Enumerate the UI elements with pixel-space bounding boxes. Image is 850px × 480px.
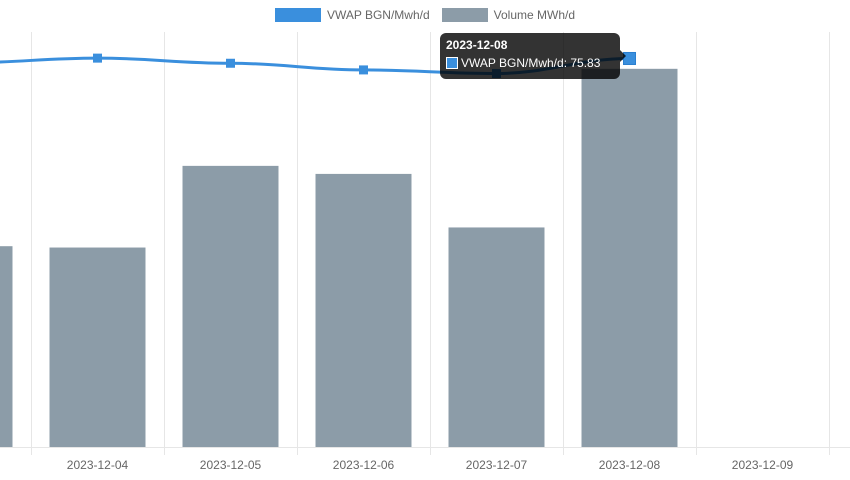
tooltip-title: 2023-12-08 [446, 38, 508, 52]
legend-swatch-vwap [274, 8, 321, 22]
x-tick-label: 2023-12-06 [333, 458, 395, 472]
chart-legend: VWAP BGN/Mwh/d Volume MWh/d [0, 8, 850, 22]
vwap-point-2023-12-04[interactable] [93, 53, 102, 63]
legend-item-vwap[interactable]: VWAP BGN/Mwh/d [274, 8, 430, 22]
tooltip-arrow [620, 50, 626, 62]
tooltip-label: VWAP BGN/Mwh/d: 75.83 [461, 56, 601, 70]
volume-bar-2023-12-06[interactable] [315, 173, 412, 447]
volume-bar-2023-12-08[interactable] [581, 68, 678, 447]
x-tick-label: 2023-12-04 [67, 458, 129, 472]
tooltip-color-box [446, 57, 458, 69]
legend-label-vwap: VWAP BGN/Mwh/d [326, 8, 430, 22]
volume-bar-2023-12-07[interactable] [448, 227, 545, 447]
vwap-point-2023-12-06[interactable] [359, 65, 368, 75]
chart-tooltip: 2023-12-08 VWAP BGN/Mwh/d: 75.83 [440, 33, 626, 79]
x-tick-label: 2023-12-07 [466, 458, 528, 472]
volume-bar-2023-12-04[interactable] [49, 247, 146, 447]
x-tick-label: 2023-12-09 [732, 458, 794, 472]
vwap-point-2023-12-05[interactable] [226, 58, 235, 68]
volume-bar-2023-12-05[interactable] [182, 165, 279, 447]
x-axis-tick-labels: 2023-12-04 2023-12-05 2023-12-06 2023-12-07… [67, 458, 794, 472]
legend-swatch-volume [441, 8, 488, 22]
legend-label-volume: Volume MWh/d [493, 8, 576, 22]
tooltip-body: VWAP BGN/Mwh/d: 75.83 [446, 56, 614, 70]
volume-bars [0, 68, 678, 447]
x-tick-label: 2023-12-08 [599, 458, 661, 472]
x-tick-label: 2023-12-05 [200, 458, 262, 472]
volume-bar-2023-12-03[interactable] [0, 246, 13, 447]
legend-item-volume[interactable]: Volume MWh/d [441, 8, 576, 22]
vertical-gridlines [0, 32, 850, 455]
